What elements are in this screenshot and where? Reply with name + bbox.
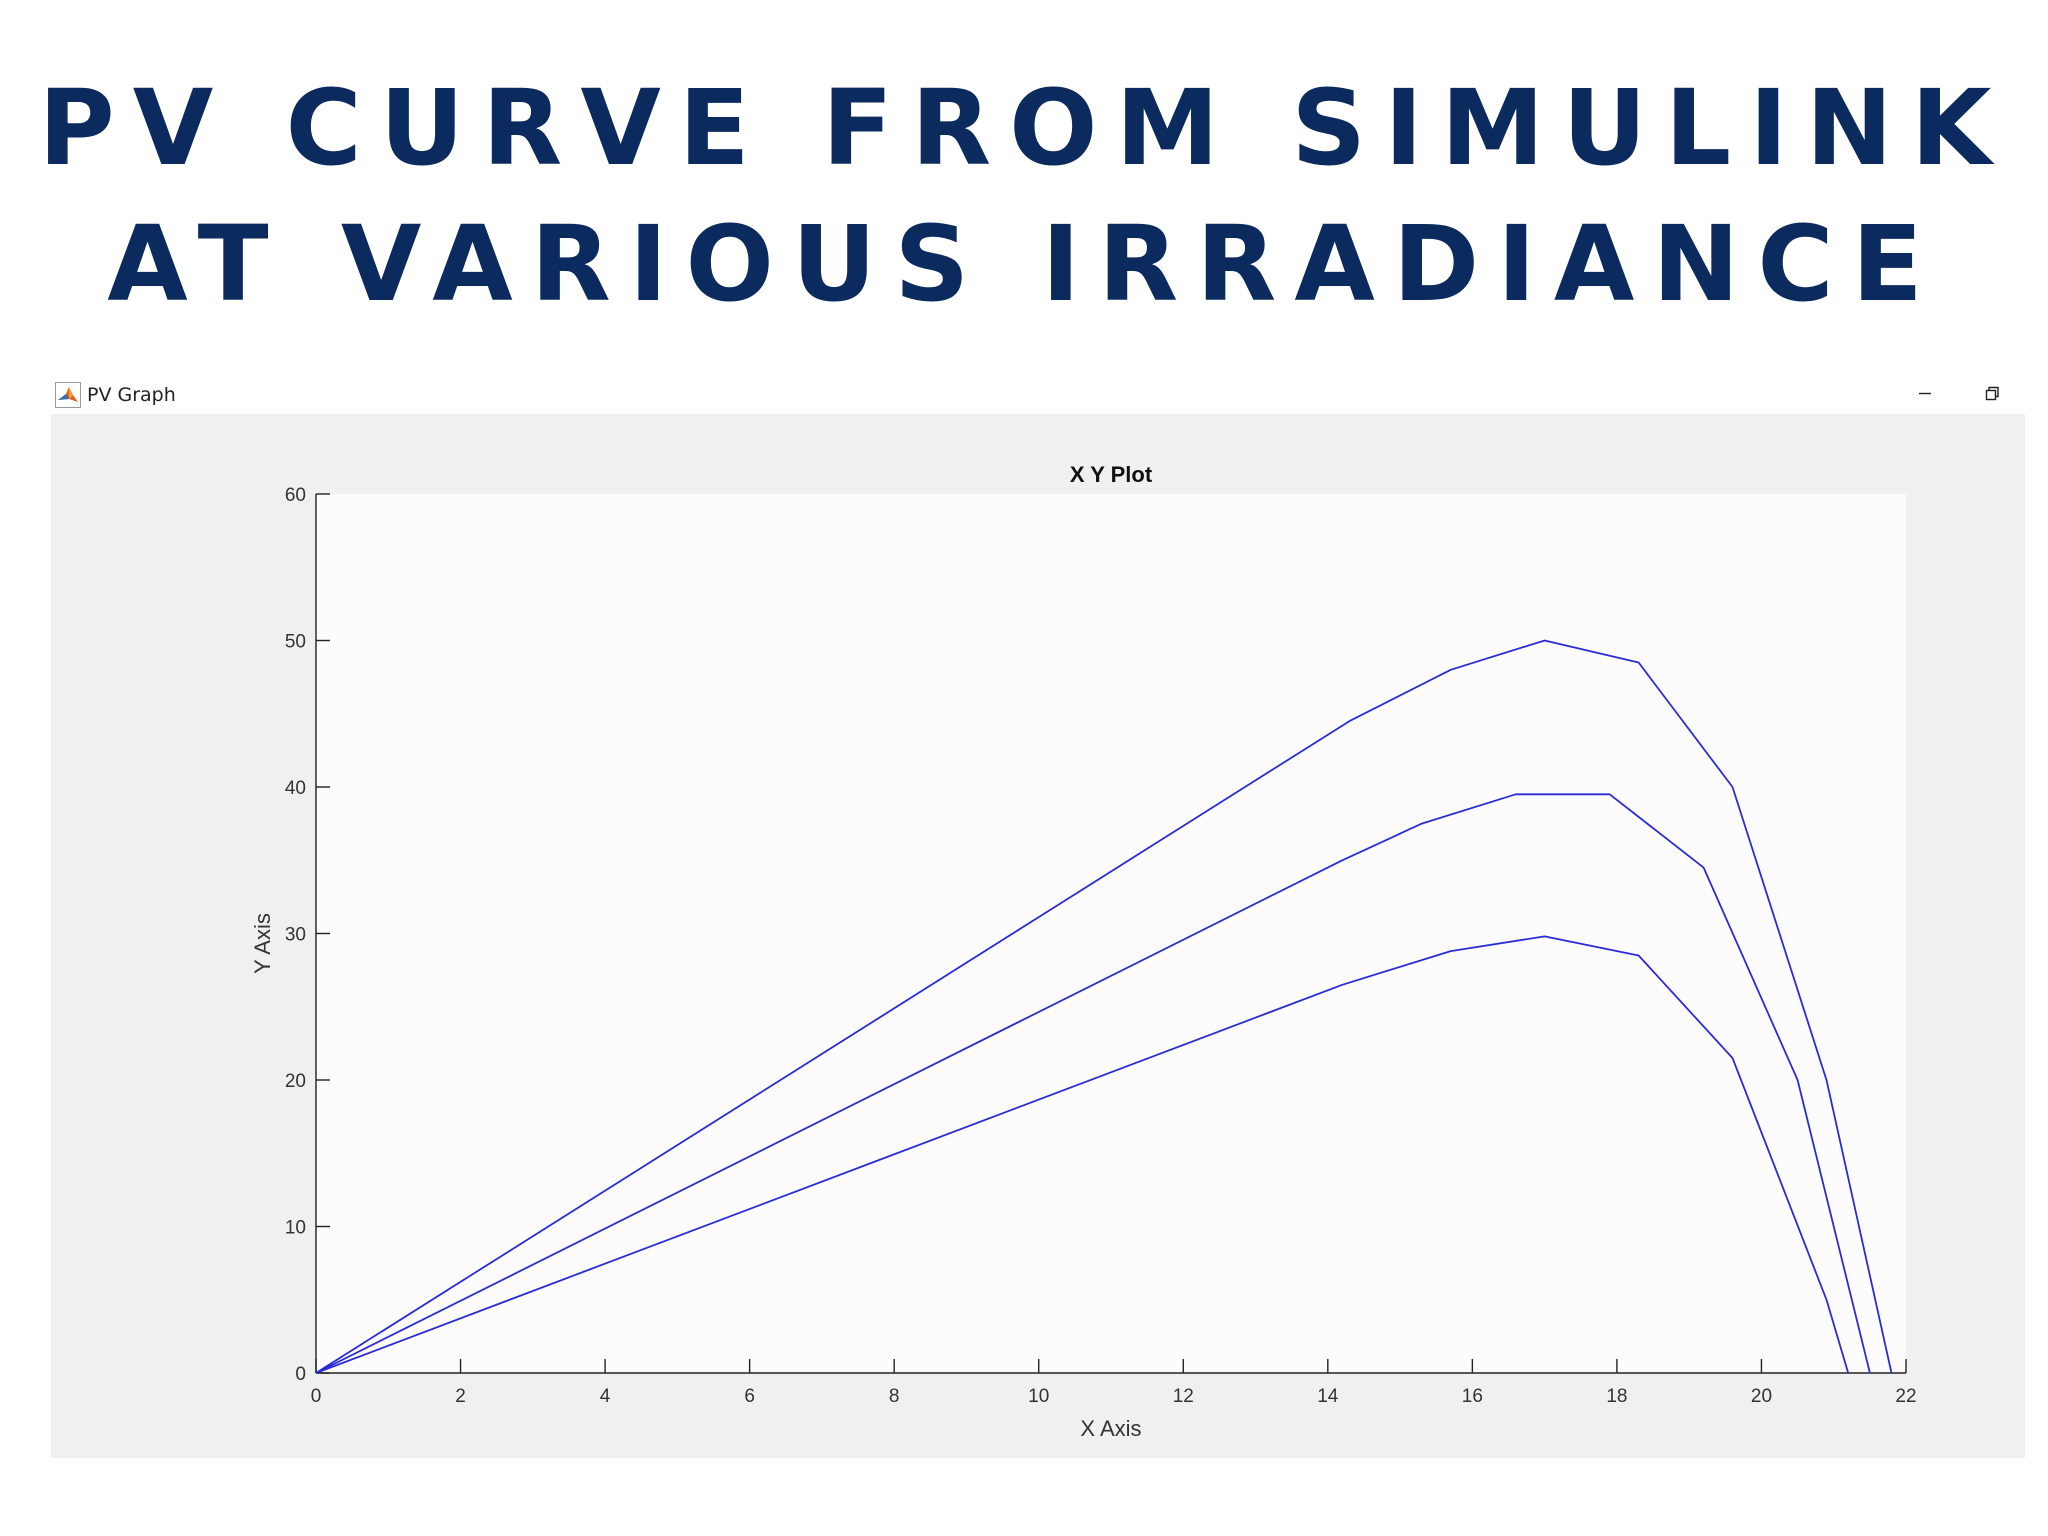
plot-area [316,494,1906,1373]
series-layer [315,639,1893,1374]
x-tick-label: 14 [1317,1386,1339,1407]
matlab-icon [55,382,81,408]
x-tick-label: 22 [1895,1386,1916,1407]
y-tick-label: 40 [285,778,306,799]
window-title: PV Graph [87,384,176,406]
restore-button[interactable] [1972,380,2012,410]
y-tick-label: 10 [285,1218,306,1239]
slide-title: PV CURVE FROM SIMULINK AT VARIOUS IRRADI… [0,60,2048,332]
x-axis-label: X Axis [1080,1416,1141,1441]
xy-plot: 0 2 4 6 8 10 12 14 16 18 20 22 0 10 20 30 40 50 60 X Y Plo… [250,462,1917,1441]
tick-labels: 0 2 4 6 8 10 12 14 16 18 20 22 0 10 20 30 40 50 60 [285,485,1917,1407]
axes [315,493,1907,1374]
x-tick-label: 10 [1028,1386,1049,1407]
x-tick-label: 20 [1751,1386,1772,1407]
chart-title: X Y Plot [1070,462,1153,487]
y-tick-label: 50 [285,632,306,653]
minimize-button[interactable] [1905,380,1945,410]
slide-title-line-1: PV CURVE FROM SIMULINK [38,67,2010,189]
minimize-icon [1917,385,1933,406]
y-tick-label: 20 [285,1071,306,1092]
series-line-3 [315,935,1850,1374]
x-tick-label: 4 [600,1386,611,1407]
y-axis-label: Y Axis [250,913,275,974]
x-tick-label: 6 [744,1386,755,1407]
x-tick-label: 2 [455,1386,466,1407]
y-tick-label: 30 [285,925,306,946]
window-titlebar[interactable]: PV Graph [51,380,2025,412]
series-line-2 [315,793,1871,1374]
slide-title-line-2: AT VARIOUS IRRADIANCE [107,203,1941,325]
restore-icon [1984,385,2000,406]
x-tick-label: 12 [1173,1386,1194,1407]
x-tick-label: 8 [889,1386,900,1407]
series-line-1 [315,639,1893,1374]
x-tick-label: 16 [1462,1386,1483,1407]
x-tick-label: 0 [311,1386,322,1407]
y-tick-label: 60 [285,485,306,506]
figure-panel: 0 2 4 6 8 10 12 14 16 18 20 22 0 10 20 30 40 50 60 X Y Plo… [51,414,2025,1458]
y-tick-label: 0 [295,1364,306,1385]
x-tick-label: 18 [1606,1386,1627,1407]
